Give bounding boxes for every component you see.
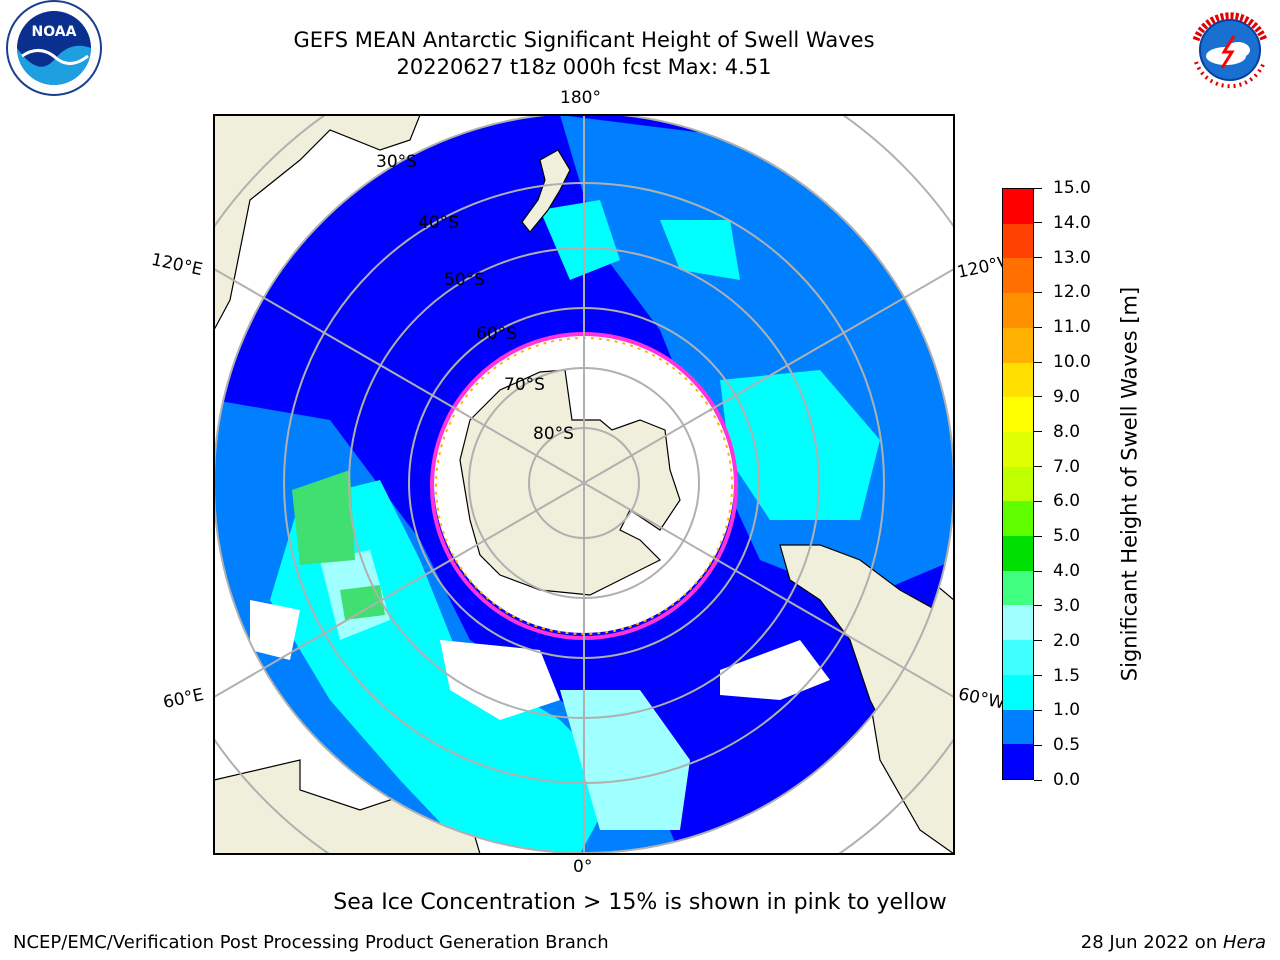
- colorbar-title: Significant Height of Swell Waves [m]: [1117, 286, 1142, 682]
- colorbar-tick: [1034, 431, 1042, 433]
- colorbar-segment: [1003, 223, 1033, 259]
- colorbar-tick-label: 4.0: [1053, 561, 1081, 582]
- noaa-logo: NOAA: [6, 0, 102, 96]
- colorbar-tick-label: 10.0: [1053, 352, 1091, 373]
- colorbar-tick-label: 7.0: [1053, 456, 1081, 477]
- colorbar-tick: [1034, 500, 1042, 502]
- colorbar-tick-label: 0.5: [1053, 735, 1081, 756]
- colorbar-tick: [1034, 326, 1042, 328]
- colorbar-tick-label: 9.0: [1053, 386, 1081, 407]
- map-title: GEFS MEAN Antarctic Significant Height o…: [293, 28, 875, 52]
- colorbar-tick-label: 5.0: [1053, 526, 1081, 547]
- colorbar-tick-label: 1.5: [1053, 665, 1081, 686]
- new-zealand: [521, 149, 571, 233]
- colorbar-segment: [1003, 362, 1033, 398]
- colorbar-tick: [1034, 744, 1042, 746]
- colorbar-segment: [1003, 640, 1033, 675]
- colorbar-tick-label: 14.0: [1053, 212, 1091, 233]
- colorbar-tick-label: 15.0: [1053, 178, 1091, 198]
- lat-label-70s: 70°S: [504, 375, 545, 395]
- colorbar-segment: [1003, 570, 1033, 606]
- colorbar-tick-label: 1.0: [1053, 700, 1081, 721]
- colorbar-segment: [1003, 744, 1033, 779]
- noaa-logo-text: NOAA: [32, 24, 77, 40]
- map-frame: [213, 114, 955, 855]
- lon-label-0: 0°: [573, 857, 593, 877]
- swell-shading-pale: [320, 550, 690, 830]
- colorbar-tick: [1034, 709, 1042, 711]
- colorbar-segment: [1003, 431, 1033, 467]
- colorbar-tick-label: 12.0: [1053, 282, 1091, 303]
- colorbar-segment: [1003, 501, 1033, 537]
- colorbar-tick: [1034, 396, 1042, 398]
- no-data-patches: [250, 600, 830, 720]
- colorbar-segment: [1003, 293, 1033, 328]
- colorbar-tick-label: 2.0: [1053, 630, 1081, 651]
- colorbar-tick: [1034, 291, 1042, 293]
- colorbar-tick: [1034, 222, 1042, 224]
- colorbar-tick-label: 6.0: [1053, 491, 1081, 512]
- colorbar-tick: [1034, 640, 1042, 642]
- colorbar-tick-label: 0.0: [1053, 770, 1081, 790]
- colorbar-tick-label: 13.0: [1053, 247, 1091, 268]
- nws-logo: [1184, 4, 1276, 96]
- credit-text: NCEP/EMC/Verification Post Processing Pr…: [13, 932, 609, 953]
- colorbar-tick: [1034, 675, 1042, 677]
- colorbar-tick: [1034, 570, 1042, 572]
- colorbar-tick-label: 3.0: [1053, 595, 1081, 616]
- colorbar-segment: [1003, 605, 1033, 641]
- lat-label-80s: 80°S: [533, 424, 574, 444]
- lat-label-60s: 60°S: [476, 324, 517, 344]
- colorbar-tick: [1034, 466, 1042, 468]
- lat-label-40s: 40°S: [418, 213, 459, 233]
- date-text: 28 Jun 2022 on: [1080, 932, 1223, 953]
- colorbar-segment: [1003, 189, 1033, 224]
- colorbar-tick-label: 11.0: [1053, 317, 1091, 338]
- colorbar-tick: [1034, 257, 1042, 259]
- date-stamp: 28 Jun 2022 on Hera: [1081, 932, 1266, 953]
- colorbar-tick-label: 8.0: [1053, 421, 1081, 442]
- colorbar-segment: [1003, 397, 1033, 432]
- colorbar-tick: [1034, 361, 1042, 363]
- colorbar-segment: [1003, 466, 1033, 502]
- colorbar-segment: [1003, 258, 1033, 294]
- colorbar-segment: [1003, 709, 1033, 745]
- colorbar-segment: [1003, 536, 1033, 571]
- lon-label-180: 180°: [560, 88, 601, 108]
- lat-label-50s: 50°S: [444, 270, 485, 290]
- colorbar-segment: [1003, 327, 1033, 363]
- colorbar: [1002, 188, 1034, 780]
- colorbar-tick: [1034, 605, 1042, 607]
- colorbar-tick: [1034, 187, 1042, 189]
- host-name: Hera: [1222, 932, 1266, 953]
- swell-shading-green: [292, 470, 385, 620]
- lat-label-30s: 30°S: [376, 152, 417, 172]
- map-subtitle: 20220627 t18z 000h fcst Max: 4.51: [396, 55, 772, 79]
- colorbar-tick: [1034, 779, 1042, 781]
- sea-ice-caption: Sea Ice Concentration > 15% is shown in …: [333, 890, 947, 915]
- colorbar-segment: [1003, 674, 1033, 710]
- colorbar-tick: [1034, 535, 1042, 537]
